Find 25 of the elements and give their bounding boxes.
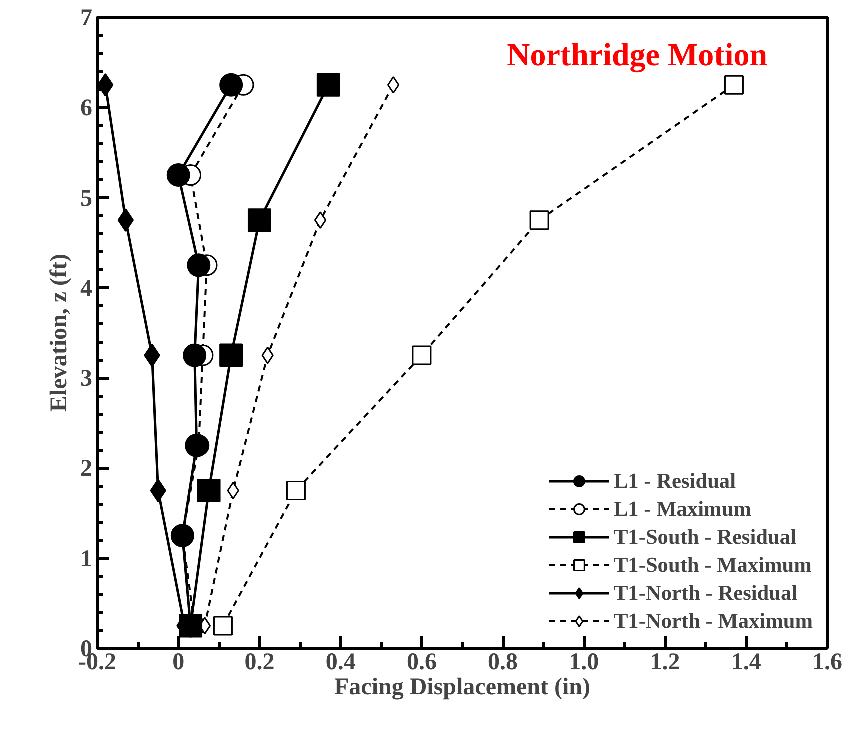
x-axis-title: Facing Displacement (in) (334, 674, 590, 700)
x-tick-label: 1.0 (569, 650, 600, 676)
x-tick-label: 0.4 (326, 650, 356, 676)
text: Northridge Motion (507, 36, 768, 74)
legend-label: T1-North - Maximum (614, 608, 813, 634)
x-tick-label: 0.8 (488, 650, 518, 676)
y-axis-title: Elevation, z (ft) (46, 254, 72, 412)
y-tick-label: 5 (80, 186, 92, 212)
y-tick-label: 4 (80, 276, 92, 302)
x-tick-label: 1.4 (731, 650, 762, 676)
y-tick-label: 6 (80, 96, 92, 122)
x-tick-label: 1.6 (812, 650, 842, 676)
y-tick-label: 2 (80, 456, 92, 482)
legend-label: T1-North - Residual (614, 580, 798, 606)
legend-label: L1 - Residual (614, 468, 736, 494)
legend-label: T1-South - Maximum (614, 552, 812, 578)
y-tick-label: 3 (80, 366, 92, 392)
x-tick-label: 0.2 (244, 650, 275, 676)
y-tick-label: 7 (80, 6, 92, 32)
y-tick-label: 1 (80, 546, 92, 572)
x-tick-label: 1.2 (650, 650, 680, 676)
legend-label: L1 - Maximum (614, 496, 752, 522)
x-tick-label: 0 (172, 650, 185, 676)
legend-label: T1-South - Residual (614, 524, 796, 550)
x-tick-label: 0.6 (406, 650, 437, 676)
